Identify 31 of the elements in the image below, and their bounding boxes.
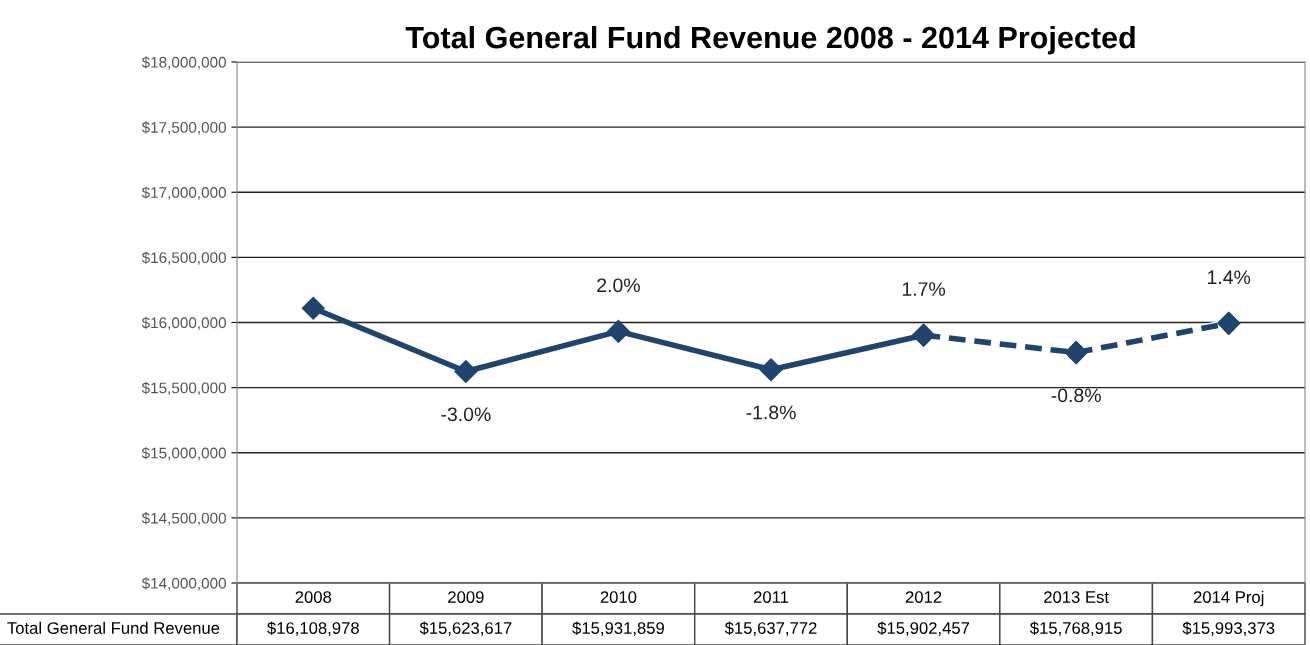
x-tick-label: 2008 bbox=[295, 591, 332, 603]
x-tick-label: 2011 bbox=[753, 591, 789, 603]
x-tick-label: 2012 bbox=[905, 591, 942, 603]
y-tick-label: $16,000,000 bbox=[141, 316, 226, 330]
data-label: $15,993,373 bbox=[1182, 621, 1275, 636]
y-tick-label: $15,500,000 bbox=[141, 381, 226, 396]
annotation: -3.0% bbox=[441, 407, 491, 422]
annotation: -1.8% bbox=[746, 405, 796, 420]
data-label: $15,902,457 bbox=[877, 621, 970, 636]
y-tick-label: $17,000,000 bbox=[141, 186, 226, 200]
data-label: $15,637,772 bbox=[724, 621, 817, 636]
x-tick-label: 2010 bbox=[600, 591, 637, 603]
chart-title: Total General Fund Revenue 2008 - 2014 Projected bbox=[405, 25, 1135, 55]
data-label: $15,768,915 bbox=[1029, 621, 1122, 636]
annotation: 1.4% bbox=[1208, 270, 1251, 285]
data-label: $16,108,978 bbox=[267, 621, 359, 636]
y-tick-label: $14,500,000 bbox=[141, 512, 226, 526]
x-tick-label: 2013 Est bbox=[1044, 591, 1109, 603]
text: Total General Fund Revenue bbox=[7, 621, 220, 634]
data-label: $15,623,617 bbox=[419, 621, 512, 636]
y-tick-label: $14,000,000 bbox=[141, 577, 226, 591]
x-tick-label: 2014 Proj bbox=[1193, 590, 1264, 607]
annotation: -0.8% bbox=[1051, 388, 1101, 403]
annotation: 1.7% bbox=[902, 282, 946, 296]
x-tick-label: 2009 bbox=[448, 591, 484, 603]
annotation: 2.0% bbox=[597, 278, 640, 293]
y-tick-label: $15,000,000 bbox=[141, 446, 226, 461]
y-tick-label: $16,500,000 bbox=[141, 251, 226, 265]
y-tick-label: $18,000,000 bbox=[141, 56, 226, 70]
data-label: $15,931,859 bbox=[572, 621, 664, 636]
y-tick-label: $17,500,000 bbox=[141, 121, 226, 135]
